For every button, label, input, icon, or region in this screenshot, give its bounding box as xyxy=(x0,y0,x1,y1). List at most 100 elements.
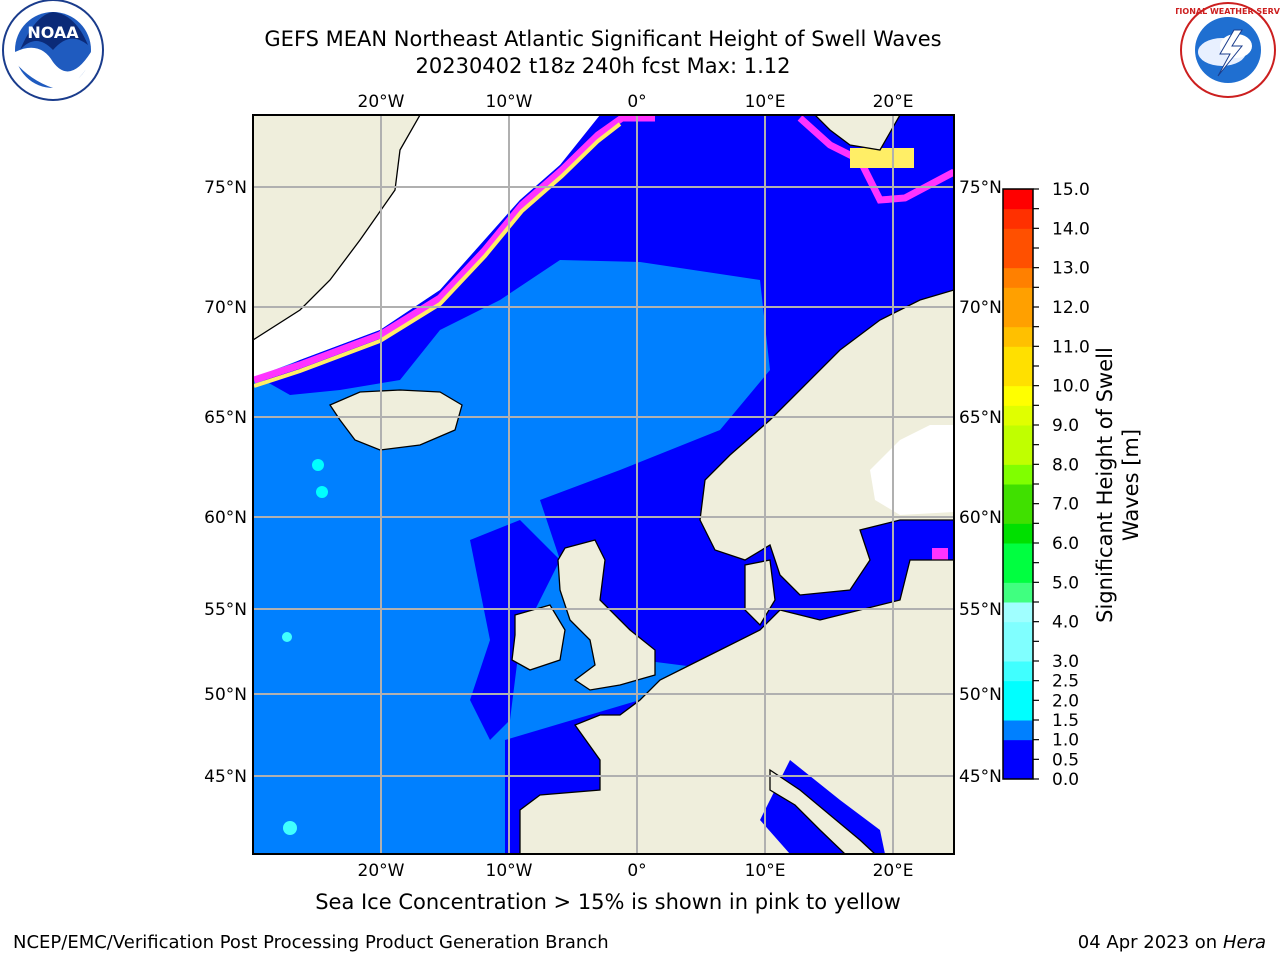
lon-label-bottom: 20°E xyxy=(873,861,914,881)
greenland-land xyxy=(253,115,421,341)
lat-label-left: 50°N xyxy=(204,685,247,705)
sea-ice-note: Sea Ice Concentration > 15% is shown in … xyxy=(315,890,901,914)
colorbar-label-line2: Waves [m] xyxy=(1119,428,1143,542)
map-area xyxy=(253,115,954,854)
chart-title: GEFS MEAN Northeast Atlantic Significant… xyxy=(264,27,942,51)
lat-label-left: 45°N xyxy=(204,767,247,787)
swell-spot xyxy=(282,632,292,642)
colorbar-segment xyxy=(1003,641,1033,662)
footer-date: 04 Apr 2023 on Hera xyxy=(1078,932,1266,953)
colorbar-segment xyxy=(1003,326,1033,347)
colorbar-tick-label: 2.5 xyxy=(1052,672,1079,692)
colorbar-tick-label: 10.0 xyxy=(1052,377,1090,397)
colorbar-tick-label: 15.0 xyxy=(1052,180,1090,200)
lon-label-bottom: 0° xyxy=(627,861,646,881)
swell-spot xyxy=(312,459,324,471)
colorbar-segment xyxy=(1003,661,1033,682)
colorbar-segment xyxy=(1003,267,1033,288)
colorbar-segment xyxy=(1003,562,1033,583)
finland-icecap xyxy=(870,425,954,515)
colorbar-segment xyxy=(1003,405,1033,426)
map-axis-labels: 20°W 10°W 0° 10°E 20°E 20°W 10°W 0° 10°E 20°E 75°N… xyxy=(204,92,1002,881)
lat-label-right: 45°N xyxy=(959,767,1002,787)
colorbar-segment xyxy=(1003,444,1033,465)
map-gridlines xyxy=(253,115,954,854)
nws-logo-icon: NATIONAL WEATHER SERVICE xyxy=(1176,2,1280,98)
great-britain-land xyxy=(557,539,656,691)
sea-ice-edge-greenland-yellow xyxy=(253,122,622,388)
colorbar-label: Significant Height of Swell Waves [m] xyxy=(1092,335,1144,635)
noaa-logo-text: NOAA xyxy=(27,23,79,42)
swell-spot xyxy=(316,486,328,498)
colorbar-tick-label: 1.0 xyxy=(1052,731,1079,751)
colorbar-segment xyxy=(1003,346,1033,367)
lat-label-left: 65°N xyxy=(204,408,247,428)
colorbar-segment xyxy=(1003,464,1033,485)
colorbar-tick-label: 13.0 xyxy=(1052,259,1090,279)
colorbar-tick-label: 5.0 xyxy=(1052,573,1079,593)
colorbar-segment xyxy=(1003,425,1033,446)
sea-ice-edge-greenland xyxy=(253,115,655,384)
chart-subtitle: 20230402 t18z 240h fcst Max: 1.12 xyxy=(415,54,791,78)
map-frame xyxy=(252,114,955,855)
colorbar-segment xyxy=(1003,484,1033,505)
italy-land xyxy=(769,768,876,854)
colorbar-segment xyxy=(1003,248,1033,269)
lon-label-bottom: 10°W xyxy=(486,861,533,881)
colorbar-segment xyxy=(1003,739,1033,760)
colorbar-segment xyxy=(1003,189,1033,210)
lat-label-right: 50°N xyxy=(959,685,1002,705)
lat-label-right: 65°N xyxy=(959,408,1002,428)
colorbar-tick-label: 4.0 xyxy=(1052,613,1079,633)
lat-label-left: 55°N xyxy=(204,600,247,620)
colorbar: 0.00.51.01.52.02.53.03.54.04.55.05.56.06… xyxy=(1002,180,1090,790)
colorbar-segment xyxy=(1003,680,1033,701)
colorbar-segment xyxy=(1003,621,1033,642)
scandinavia-land xyxy=(699,289,954,596)
colorbar-tick-label: 1.5 xyxy=(1052,711,1079,731)
footer-host: Hera xyxy=(1222,932,1266,953)
colorbar-tick-label: 14.0 xyxy=(1052,219,1090,239)
colorbar-tick-label: 12.0 xyxy=(1052,298,1090,318)
swell-spot xyxy=(283,821,297,835)
colorbar-tick-label: 2.0 xyxy=(1052,691,1079,711)
colorbar-segment xyxy=(1003,385,1033,406)
colorbar-tick-label: 8.0 xyxy=(1052,455,1079,475)
colorbar-tick-label: 3.0 xyxy=(1052,652,1079,672)
lon-label-top: 10°E xyxy=(745,92,786,112)
colorbar-tick-label: 0.5 xyxy=(1052,750,1079,770)
sea-ice-edge-svalbard xyxy=(797,115,954,204)
colorbar-segment xyxy=(1003,543,1033,564)
footer-credit: NCEP/EMC/Verification Post Processing Pr… xyxy=(13,932,609,953)
lat-label-right: 75°N xyxy=(959,178,1002,198)
lat-label-right: 55°N xyxy=(959,600,1002,620)
sea-ice-svalbard-yellow xyxy=(850,148,914,168)
lon-label-bottom: 10°E xyxy=(745,861,786,881)
colorbar-segment xyxy=(1003,366,1033,387)
iceland-land xyxy=(329,389,463,451)
lat-label-right: 60°N xyxy=(959,508,1002,528)
colorbar-segment xyxy=(1003,287,1033,308)
nws-logo-text: NATIONAL WEATHER SERVICE xyxy=(1176,7,1280,16)
colorbar-segment xyxy=(1003,307,1033,328)
lon-label-top: 0° xyxy=(627,92,646,112)
colorbar-tick-label: 11.0 xyxy=(1052,337,1090,357)
colorbar-tick-label: 7.0 xyxy=(1052,495,1079,515)
lon-label-bottom: 20°W xyxy=(358,861,405,881)
noaa-logo-icon: NOAA xyxy=(2,0,104,101)
svalbard-land xyxy=(814,115,901,151)
lon-label-top: 20°W xyxy=(358,92,405,112)
lat-label-left: 60°N xyxy=(204,508,247,528)
colorbar-segment xyxy=(1003,720,1033,741)
colorbar-segment xyxy=(1003,700,1033,721)
lat-label-right: 70°N xyxy=(959,298,1002,318)
colorbar-segment xyxy=(1003,228,1033,249)
colorbar-segment xyxy=(1003,602,1033,623)
lat-label-left: 75°N xyxy=(204,178,247,198)
colorbar-label-line1: Significant Height of Swell xyxy=(1093,347,1117,623)
lon-label-top: 10°W xyxy=(486,92,533,112)
lat-label-left: 70°N xyxy=(204,298,247,318)
colorbar-tick-label: 6.0 xyxy=(1052,534,1079,554)
colorbar-segment xyxy=(1003,523,1033,544)
